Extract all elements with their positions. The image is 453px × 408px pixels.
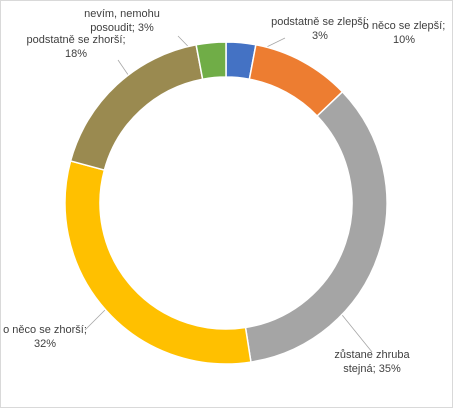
data-label: podstatně se zhorší; 18% <box>26 34 126 60</box>
data-label: nevím, nemohu posoudit; 3% <box>84 8 160 34</box>
donut-segment <box>69 43 204 171</box>
data-label: o něco se zhorší; 32% <box>3 324 87 350</box>
data-label: zůstane zhruba stejná; 35% <box>334 349 410 375</box>
donut-segment <box>195 41 227 81</box>
data-label: podstatně se zlepší; 3% <box>271 16 369 42</box>
donut-segment <box>244 90 388 363</box>
data-label: o něco se zlepší; 10% <box>362 20 446 46</box>
